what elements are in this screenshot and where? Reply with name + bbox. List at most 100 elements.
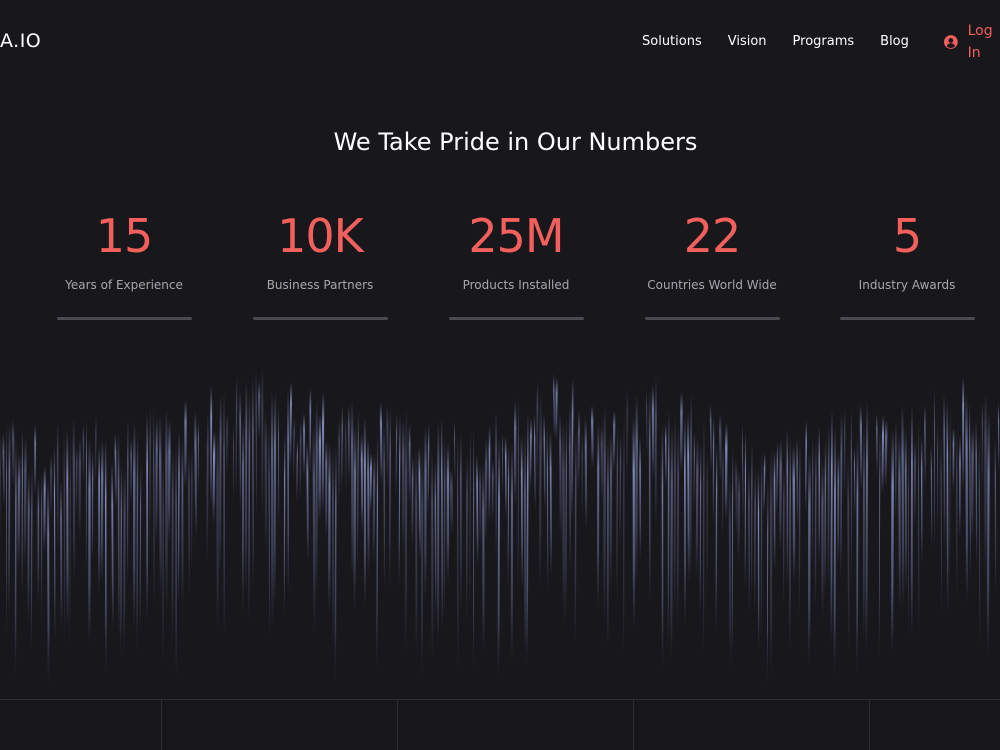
streak: [907, 441, 910, 648]
streak: [292, 416, 295, 479]
strip-divider: [633, 700, 634, 750]
streak: [839, 410, 843, 581]
streak: [670, 423, 674, 668]
streak: [884, 419, 888, 489]
streak: [667, 409, 670, 647]
streak: [218, 393, 222, 577]
streak: [386, 403, 389, 491]
streak-group: [0, 365, 1000, 696]
viz-fade: [0, 628, 1000, 698]
streak: [529, 417, 533, 493]
streak: [418, 446, 422, 562]
streak: [341, 405, 344, 496]
streak: [609, 430, 613, 592]
streak: [940, 431, 943, 616]
streak: [306, 441, 309, 563]
stat-label: Industry Awards: [858, 278, 956, 292]
logo[interactable]: A.IO: [0, 30, 42, 52]
streak: [398, 412, 401, 591]
stat-label: Products Installed: [462, 278, 570, 292]
streak: [596, 421, 600, 608]
streak: [273, 390, 277, 609]
stat-value: 25M: [468, 209, 564, 263]
streak: [898, 432, 902, 614]
streak: [737, 469, 741, 567]
streak: [440, 416, 444, 633]
streak: [549, 431, 553, 577]
streak: [744, 431, 747, 591]
strip-divider: [161, 700, 162, 750]
streak: [702, 416, 705, 661]
streak: [466, 453, 468, 623]
streak: [709, 403, 713, 472]
streak: [194, 411, 198, 541]
streak: [645, 389, 648, 460]
stat-label: Countries World Wide: [647, 278, 777, 292]
streak: [357, 410, 359, 567]
streak: [149, 405, 152, 547]
streak: [930, 442, 933, 550]
streak: [296, 439, 299, 503]
streak: [427, 423, 430, 515]
streak: [153, 407, 155, 613]
section-title: We Take Pride in Our Numbers: [333, 128, 698, 156]
streak: [901, 404, 905, 611]
streak: [139, 462, 142, 636]
streak: [782, 465, 785, 608]
streak: [734, 457, 738, 540]
streak: [543, 412, 546, 515]
streak: [969, 401, 971, 582]
streak: [72, 418, 76, 586]
nav-item-vision[interactable]: Vision: [727, 34, 767, 49]
streak: [111, 462, 114, 632]
streak: [415, 449, 418, 662]
streak: [651, 385, 655, 482]
streak: [255, 369, 257, 521]
streak: [43, 465, 46, 553]
streak: [584, 416, 588, 532]
stat-value: 10K: [277, 209, 364, 263]
login-button[interactable]: Log In: [943, 20, 1000, 64]
streak: [943, 392, 946, 549]
streak: [536, 379, 539, 484]
streak: [673, 415, 677, 625]
streak: [748, 466, 750, 616]
streak: [546, 426, 549, 595]
streak: [2, 432, 5, 509]
streak: [469, 428, 471, 613]
streak: [388, 406, 392, 591]
streak: [11, 419, 15, 490]
streak: [367, 437, 370, 578]
streak: [570, 377, 574, 522]
streak: [798, 436, 801, 620]
streak: [946, 400, 949, 614]
stat-bar: [252, 317, 388, 320]
streak: [59, 479, 63, 632]
streak: [553, 373, 556, 440]
stat-industry-awards: 5 Industry Awards: [809, 205, 1000, 320]
streak: [158, 413, 162, 600]
streak: [890, 429, 894, 656]
nav-item-programs[interactable]: Programs: [792, 34, 855, 49]
streak: [577, 410, 581, 492]
streak: [155, 416, 158, 546]
streak: [239, 390, 242, 513]
streak: [978, 431, 981, 655]
streak: [167, 420, 171, 545]
stat-countries: 22 Countries World Wide: [614, 205, 810, 320]
stat-bar: [644, 317, 780, 320]
streak: [507, 444, 510, 591]
streak: [450, 469, 454, 536]
streak: [177, 430, 180, 604]
streak: [612, 410, 616, 473]
streak: [484, 437, 488, 543]
streak: [188, 448, 191, 599]
streak: [881, 414, 885, 495]
streak: [30, 464, 33, 655]
streak: [53, 444, 56, 643]
streak: [565, 416, 567, 626]
streak: [100, 440, 104, 585]
streak: [453, 421, 456, 485]
nav-item-solutions[interactable]: Solutions: [642, 34, 702, 49]
nav-item-blog[interactable]: Blog: [880, 34, 909, 49]
